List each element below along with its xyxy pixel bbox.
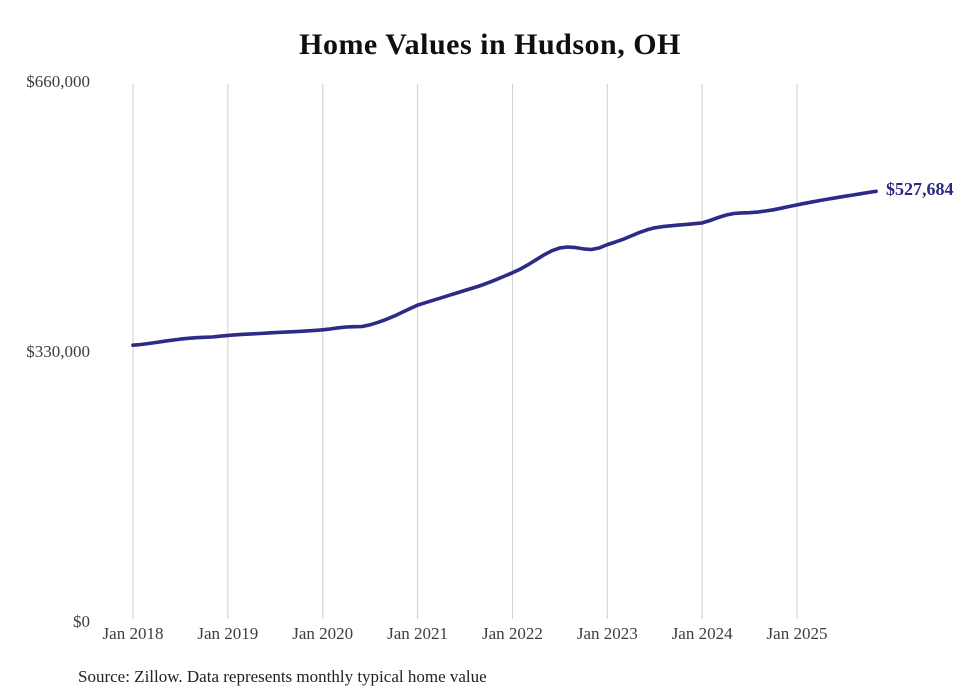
series-line [131,189,878,348]
x-axis-label: Jan 2024 [671,624,733,643]
chart-title: Home Values in Hudson, OH [299,28,681,61]
x-axis-label: Jan 2020 [292,624,354,643]
source-attribution: Source: Zillow. Data represents monthly … [78,667,487,686]
x-axis-label: Jan 2021 [387,624,449,643]
year-gridlines [132,84,798,619]
y-axis-label: $330,000 [26,342,90,361]
x-axis-label: Jan 2023 [576,624,638,643]
y-axis-label: $660,000 [26,72,90,91]
x-axis-label: Jan 2019 [197,624,259,643]
home-value-line [131,189,878,348]
x-axis-label: Jan 2018 [102,624,164,643]
latest-value-label: $527,684 [886,179,954,200]
x-axis-label: Jan 2025 [766,624,828,643]
y-axis-label: $0 [73,612,90,631]
x-axis-label: Jan 2022 [481,624,543,643]
